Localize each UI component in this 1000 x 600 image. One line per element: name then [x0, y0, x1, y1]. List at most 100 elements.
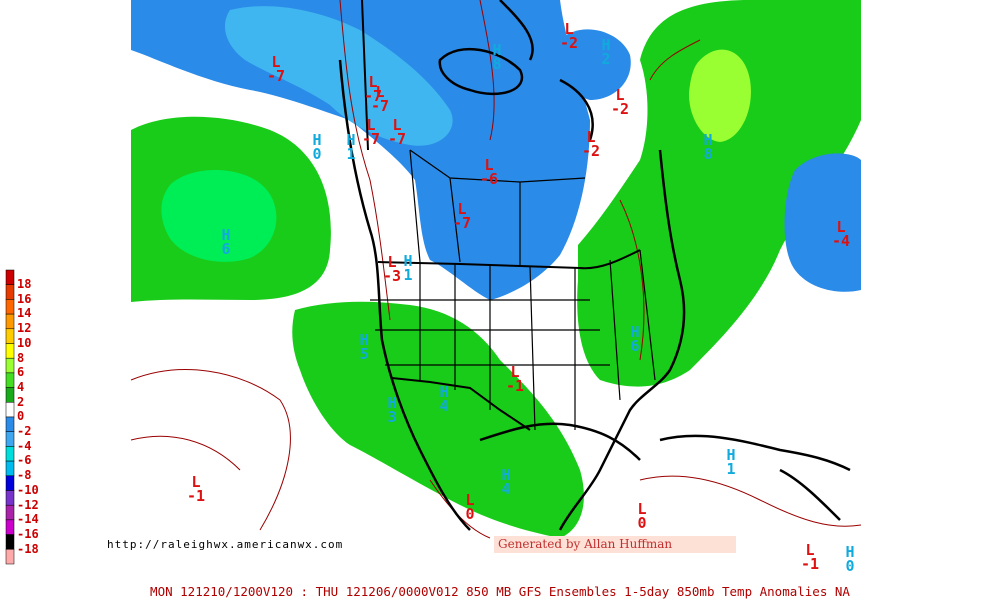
- coastline-west: [338, 59, 471, 531]
- marker-value: 1: [346, 145, 356, 163]
- low-center-marker: L -3: [372, 253, 412, 285]
- marker-value: 0: [312, 145, 322, 163]
- legend-swatch: [5, 343, 15, 359]
- legend-swatch: [5, 313, 15, 330]
- coastline-east: [558, 149, 686, 531]
- legend-swatch: [5, 416, 15, 432]
- islands: [438, 0, 851, 521]
- legend-swatch: [5, 519, 15, 535]
- legend-label: 6: [17, 365, 25, 380]
- legend-label: -2: [17, 424, 32, 438]
- marker-value: -2: [559, 34, 579, 52]
- marker-type: H: [501, 466, 511, 484]
- legend-swatch: [5, 460, 15, 477]
- marker-type: H: [439, 383, 449, 401]
- marker-type: H: [359, 331, 369, 349]
- canada-cold-core: [225, 6, 453, 146]
- marker-type: H: [845, 543, 855, 561]
- marker-type: L: [615, 86, 625, 104]
- marker-type: L: [586, 128, 596, 146]
- gulf-coast: [479, 422, 641, 461]
- marker-value: -7: [452, 214, 472, 232]
- legend-label: 14: [17, 306, 32, 321]
- marker-value: 0: [637, 514, 647, 532]
- marker-value: -4: [831, 232, 851, 250]
- marker-value: -3: [382, 267, 402, 285]
- legend-swatch: [5, 269, 15, 285]
- legend-swatch: [5, 504, 15, 521]
- legend-swatch: [5, 299, 15, 315]
- marker-type: H: [726, 446, 736, 464]
- marker-value: 4: [439, 397, 449, 415]
- legend-label: -12: [17, 497, 39, 512]
- legend-swatches: [5, 269, 15, 565]
- legend-label: 8: [17, 350, 25, 365]
- marker-value: 2: [601, 50, 611, 68]
- low-center-marker: L -1: [790, 543, 830, 572]
- legend-label: 18: [17, 277, 32, 291]
- marker-type: H: [492, 41, 502, 59]
- legend-swatch: [5, 284, 15, 300]
- marker-type: L: [637, 500, 647, 518]
- low-center-marker: L -1: [495, 365, 535, 394]
- marker-value: 8: [703, 145, 713, 163]
- us-mexico-border: [391, 377, 531, 431]
- marker-type: H: [346, 131, 356, 149]
- marker-value: -1: [186, 487, 206, 505]
- west-us-warm-region: [292, 301, 584, 538]
- marker-value: -7: [266, 67, 286, 85]
- low-center-marker: L -7: [256, 53, 296, 85]
- legend-swatch: [5, 372, 15, 388]
- low-center-marker: L -7: [377, 116, 417, 148]
- legend-swatch: [5, 490, 15, 506]
- marker-type: L: [191, 473, 201, 491]
- legend-label: -10: [17, 482, 39, 497]
- legend-swatch: [5, 357, 15, 374]
- marker-type: L: [484, 156, 494, 174]
- legend-label: -8: [17, 468, 32, 483]
- marker-value: -7: [361, 130, 381, 148]
- low-center-marker: L -2: [549, 20, 589, 52]
- marker-type: L: [271, 53, 281, 71]
- marker-type: L: [387, 253, 397, 271]
- legend-swatch: [5, 402, 15, 418]
- legend-swatch: [5, 328, 15, 344]
- marker-value: -7: [387, 130, 407, 148]
- marker-type: L: [392, 116, 402, 134]
- marker-value: 8: [492, 55, 502, 73]
- province-state-lines: [370, 149, 656, 431]
- legend-label: 16: [17, 291, 32, 306]
- marker-value: -2: [581, 142, 601, 160]
- low-center-marker: L -6: [469, 156, 509, 187]
- marker-type: H: [312, 131, 322, 149]
- legend-swatch: [5, 549, 15, 565]
- credit-label: Generated by Allan Huffman: [494, 536, 736, 553]
- marker-type: H: [387, 394, 397, 412]
- marker-value: 6: [630, 337, 640, 355]
- marker-type: H: [221, 226, 231, 244]
- negative-anomaly-regions: [131, 0, 861, 300]
- low-center-marker: L -7: [353, 73, 393, 104]
- marker-type: L: [368, 73, 378, 91]
- marker-type: L: [457, 200, 467, 218]
- pacific-warm-core: [161, 170, 277, 262]
- marker-value: 0: [465, 505, 475, 523]
- legend-swatch: [5, 446, 15, 462]
- legend-label: -16: [17, 526, 39, 541]
- low-center-marker: L -1: [176, 473, 216, 505]
- marker-type: L: [564, 20, 574, 38]
- marker-value: -2: [610, 100, 630, 118]
- low-center-marker: L -2: [571, 128, 611, 160]
